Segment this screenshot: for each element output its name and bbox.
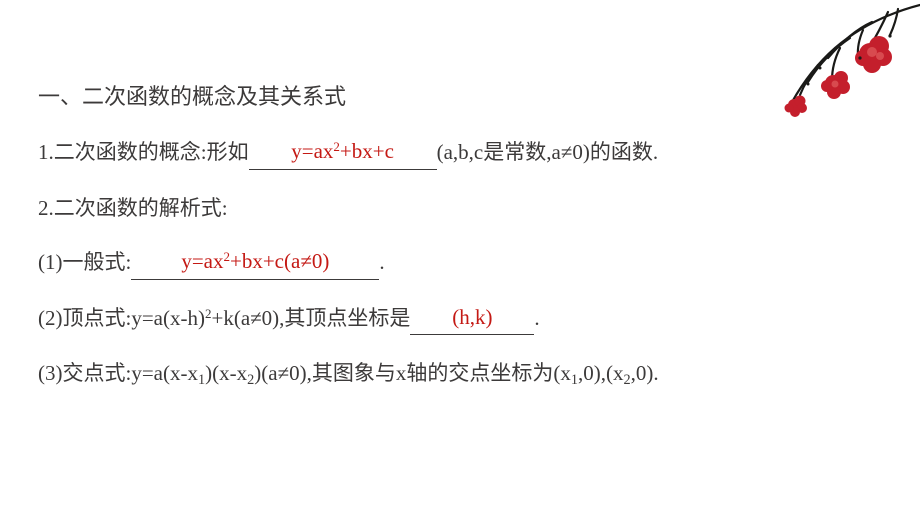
blank-1-answer: y=ax2+bx+c	[291, 139, 394, 163]
section-title: 一、二次函数的概念及其关系式	[38, 80, 890, 114]
item2-1-post: .	[379, 250, 384, 274]
section-title-text: 一、二次函数的概念及其关系式	[38, 84, 346, 109]
item-2-1: (1)一般式: y=ax2+bx+c(a≠0).	[38, 246, 890, 280]
item-2-heading: 2.二次函数的解析式:	[38, 192, 890, 225]
blank-2: y=ax2+bx+c(a≠0)	[131, 246, 379, 280]
item2-2-pre: (2)顶点式:y=a(x-h)	[38, 306, 205, 330]
item2-2-post: .	[534, 306, 539, 330]
item2-1-pre: (1)一般式:	[38, 250, 131, 274]
item-2-2: (2)顶点式:y=a(x-h)2+k(a≠0),其顶点坐标是(h,k).	[38, 302, 890, 336]
blank-1: y=ax2+bx+c	[249, 136, 437, 170]
item1-pre: 1.二次函数的概念:形如	[38, 140, 249, 164]
item1-post: (a,b,c是常数,a≠0)的函数.	[437, 140, 658, 164]
blank-3: (h,k)	[410, 302, 534, 336]
item2-text: 2.二次函数的解析式:	[38, 196, 228, 220]
item2-2-mid: +k(a≠0),其顶点坐标是	[211, 306, 410, 330]
document-content: 一、二次函数的概念及其关系式 1.二次函数的概念:形如 y=ax2+bx+c (a,…	[0, 0, 920, 445]
item-2-3: (3)交点式:y=a(x-x1)(x-x2)(a≠0),其图象与x轴的交点坐标为…	[38, 357, 890, 392]
item-1: 1.二次函数的概念:形如 y=ax2+bx+c (a,b,c是常数,a≠0)的函数.	[38, 136, 890, 170]
blank-3-answer: (h,k)	[452, 305, 492, 329]
blank-2-answer: y=ax2+bx+c(a≠0)	[181, 249, 329, 273]
